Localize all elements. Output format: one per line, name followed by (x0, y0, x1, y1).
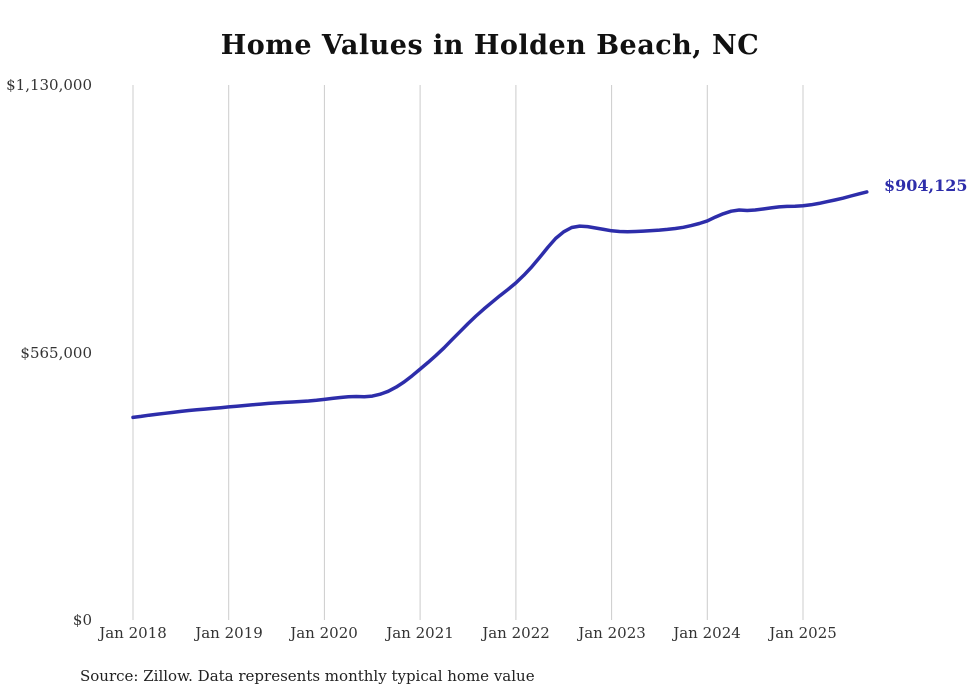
y-axis-tick-zero: $0 (72, 611, 92, 629)
y-axis-tick-max: $1,130,000 (6, 76, 92, 94)
x-axis-tick-2024: Jan 2024 (673, 624, 741, 642)
x-axis-tick-2018: Jan 2018 (99, 624, 167, 642)
latest-value-label: $904,125 (884, 176, 968, 195)
x-axis-tick-2019: Jan 2019 (195, 624, 263, 642)
x-axis-tick-2021: Jan 2021 (386, 624, 454, 642)
home-value-series-line (131, 190, 869, 420)
chart-title: Home Values in Holden Beach, NC (220, 30, 760, 61)
y-axis-tick-mid: $565,000 (20, 344, 92, 362)
x-axis-tick-2022: Jan 2022 (482, 624, 550, 642)
source-attribution: Source: Zillow. Data represents monthly … (80, 667, 535, 685)
x-axis-tick-2020: Jan 2020 (290, 624, 358, 642)
x-axis-tick-2023: Jan 2023 (578, 624, 646, 642)
x-axis-tick-2025: Jan 2025 (769, 624, 837, 642)
